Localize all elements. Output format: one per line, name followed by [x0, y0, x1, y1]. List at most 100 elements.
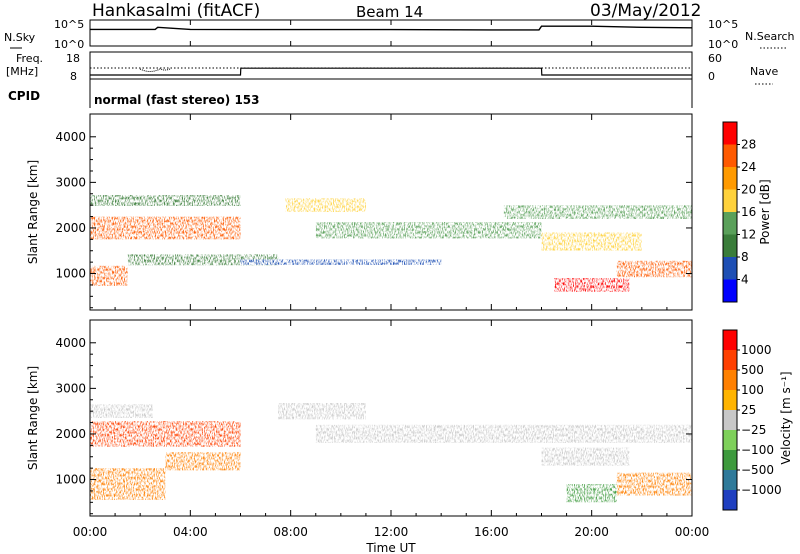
- date-title: 03/May/2012: [590, 1, 702, 21]
- ytick-label: 1000: [55, 473, 86, 487]
- power-panel: 4000 3000 2000 1000 Slant Range [km] 28 24 20…: [26, 113, 772, 311]
- power-colorbar-tick-label: 16: [741, 205, 756, 219]
- x-axis: 00:00 04:00 08:00 12:00 16:00 20:00 00:00: [73, 20, 710, 539]
- velocity-colorbar-swatch: [723, 350, 737, 370]
- power-band-10: [616, 260, 692, 278]
- ytick-label: 4000: [55, 336, 86, 350]
- power-band-9: [554, 278, 630, 292]
- power-colorbar-swatch: [723, 212, 737, 235]
- nsearch-label: N.Search: [745, 30, 795, 43]
- velocity-colorbar-swatch: [723, 490, 737, 510]
- power-band-3: [127, 254, 279, 266]
- velocity-colorbar-swatch: [723, 390, 737, 410]
- velocity-band-5: [315, 424, 692, 443]
- power-band-5: [315, 222, 542, 239]
- power-colorbar-swatch: [723, 189, 737, 212]
- nsky-panel: N.Sky 10^5 10^0 10^5 10^0 N.Search: [4, 18, 795, 51]
- freq-panel: Freq. [MHz] 18 8 60 0 Nave: [6, 51, 778, 85]
- power-colorbar-tick-label: 12: [741, 228, 756, 242]
- velocity-colorbar-swatch: [723, 410, 737, 430]
- ytick-label: 2000: [55, 427, 86, 441]
- velocity-band-0: [90, 421, 241, 447]
- xtick-label: 12:00: [374, 525, 409, 539]
- power-colorbar-tick-label: 4: [741, 273, 749, 287]
- velocity-band-4: [278, 403, 366, 420]
- velocity-band-1: [90, 404, 153, 418]
- xtick-label: 16:00: [474, 525, 509, 539]
- power-data-layer: [90, 195, 692, 292]
- power-colorbar-swatch: [723, 167, 737, 190]
- power-colorbar-swatch: [723, 257, 737, 280]
- x-axis-label: Time UT: [365, 541, 416, 554]
- nsearch-tick-top: 10^5: [708, 18, 738, 31]
- velocity-colorbar-tick-label: −25: [741, 423, 766, 437]
- power-band-6: [240, 259, 442, 265]
- velocity-panel: 4000 3000 2000 1000 Slant Range [km] 1000 50…: [26, 319, 793, 517]
- nsearch-tick-bottom: 10^0: [708, 38, 738, 51]
- velocity-data-layer: [90, 403, 692, 503]
- velocity-colorbar-tick-label: −500: [741, 463, 774, 477]
- cpid-row: CPID normal (fast stereo) 153: [8, 79, 693, 108]
- freq-label-2: [MHz]: [6, 65, 38, 78]
- xtick-label: 20:00: [574, 525, 609, 539]
- ytick-label: 4000: [55, 130, 86, 144]
- velocity-band-3: [165, 452, 241, 471]
- xtick-label: 08:00: [273, 525, 308, 539]
- ytick-label: 3000: [55, 381, 86, 395]
- velocity-band-6: [541, 447, 630, 466]
- power-colorbar-tick-label: 24: [741, 160, 756, 174]
- freq-series-line: [90, 67, 692, 76]
- velocity-colorbar-tick-label: 100: [741, 383, 764, 397]
- power-colorbar-tick-label: 8: [741, 250, 749, 264]
- nsky-label: N.Sky: [4, 31, 36, 44]
- velocity-colorbar-swatch: [723, 330, 737, 350]
- station-title: Hankasalmi (fitACF): [92, 1, 260, 21]
- nsky-series-line: [90, 25, 693, 31]
- velocity-colorbar: 1000 500 100 25 −25 −100 −500 −1000: [722, 329, 782, 511]
- power-band-4: [285, 198, 366, 212]
- beam-title: Beam 14: [356, 3, 423, 21]
- nsky-tick-top: 10^5: [54, 18, 84, 31]
- nave-tick-bottom: 0: [708, 70, 715, 83]
- velocity-colorbar-swatch: [723, 430, 737, 450]
- velocity-colorbar-tick-label: −1000: [741, 483, 782, 497]
- xtick-label: 00:00: [73, 525, 108, 539]
- velocity-band-7: [566, 484, 617, 503]
- velocity-colorbar-tick-label: 500: [741, 363, 764, 377]
- velocity-band-8: [616, 472, 692, 496]
- power-band-2: [90, 265, 128, 286]
- velocity-colorbar-swatch: [723, 470, 737, 490]
- power-band-1: [90, 216, 241, 240]
- xtick-label: 04:00: [173, 525, 208, 539]
- power-colorbar-label: Power [dB]: [758, 179, 772, 244]
- freq-label-1: Freq.: [16, 52, 43, 65]
- power-band-7: [503, 205, 692, 219]
- power-colorbar-swatch: [723, 279, 737, 302]
- power-band-0: [90, 195, 241, 206]
- velocity-ylabel: Slant Range [km]: [26, 366, 40, 470]
- ytick-label: 1000: [55, 267, 86, 281]
- power-colorbar: 28 24 20 16 12 8 4: [722, 121, 756, 303]
- power-colorbar-tick-label: 20: [741, 183, 756, 197]
- xtick-label: 00:00: [675, 525, 710, 539]
- ytick-label: 2000: [55, 221, 86, 235]
- velocity-colorbar-frame: [722, 329, 738, 511]
- nave-tick-top: 60: [708, 52, 722, 65]
- cpid-mode: normal (fast stereo) 153: [94, 93, 260, 107]
- velocity-colorbar-tick-label: 1000: [741, 343, 772, 357]
- freq-tick-bottom: 8: [70, 70, 77, 83]
- power-ylabel: Slant Range [km]: [26, 160, 40, 264]
- cpid-label: CPID: [8, 89, 40, 103]
- power-band-8: [541, 232, 642, 251]
- power-colorbar-swatch: [723, 144, 737, 167]
- ytick-label: 3000: [55, 175, 86, 189]
- power-colorbar-swatch: [723, 122, 737, 145]
- power-colorbar-swatch: [723, 234, 737, 257]
- nsky-tick-bottom: 10^0: [54, 38, 84, 51]
- nave-label: Nave: [750, 65, 778, 78]
- velocity-colorbar-swatch: [723, 370, 737, 390]
- velocity-colorbar-label: Velocity [m s⁻¹]: [779, 371, 793, 464]
- velocity-band-2: [90, 468, 166, 500]
- power-colorbar-tick-label: 28: [741, 138, 756, 152]
